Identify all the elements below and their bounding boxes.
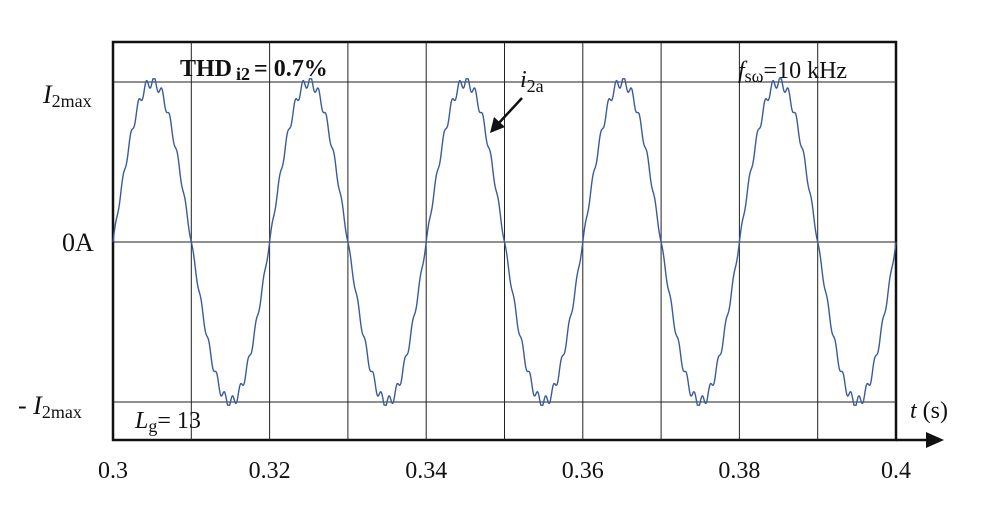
- x-tick-label: 0.38: [718, 458, 760, 484]
- x-tick-label: 0.3: [98, 458, 128, 484]
- series-label-arrow-line: [497, 97, 523, 125]
- x-tick-label: 0.4: [881, 458, 911, 484]
- x-tick-labels: 0.3 0.32 0.34 0.36 0.38 0.4: [98, 458, 911, 484]
- series-label-sub: 2a: [527, 76, 544, 96]
- x-axis-label: t (s): [910, 398, 948, 424]
- x-tick-label: 0.34: [405, 458, 447, 484]
- y-tick-label-top: I2max: [42, 80, 92, 111]
- fsw-sub: sω: [745, 66, 764, 86]
- y-tick-bot-prefix: -: [18, 391, 33, 420]
- x-axis-label-rest: (s): [917, 398, 948, 424]
- y-tick-label-mid: 0A: [62, 228, 94, 257]
- fsw-annotation: fsω=10 kHz: [738, 58, 847, 86]
- grid-lines: [113, 42, 896, 440]
- lg-value: = 13: [157, 408, 201, 434]
- thd-label: THD: [180, 56, 232, 82]
- series-label-arrowhead: [490, 117, 505, 133]
- lg-annotation: Lg= 13: [134, 408, 201, 436]
- thd-value: = 0.7%: [254, 56, 328, 82]
- thd-annotation: THD i2 = 0.7%: [180, 56, 328, 84]
- series-label-main: i: [520, 67, 527, 93]
- thd-sub: i2: [236, 64, 250, 84]
- lg-sub: g: [148, 416, 157, 436]
- y-tick-top-sub: 2max: [52, 91, 92, 111]
- y-tick-bot-sub: 2max: [42, 402, 82, 422]
- series-label-i2a: i2a: [520, 67, 544, 96]
- y-tick-bot-main: I: [32, 391, 43, 420]
- x-tick-label: 0.36: [562, 458, 604, 484]
- x-tick-label: 0.32: [249, 458, 291, 484]
- y-tick-label-bottom: - I2max: [18, 391, 82, 422]
- fsw-main: f: [738, 58, 748, 84]
- y-tick-top-main: I: [42, 80, 53, 109]
- x-axis-arrowhead: [926, 432, 944, 448]
- series-line-i2a: [112, 78, 897, 406]
- fsw-value: =10 kHz: [764, 58, 848, 84]
- x-axis-label-main: t: [910, 398, 918, 424]
- lg-main: L: [134, 408, 148, 434]
